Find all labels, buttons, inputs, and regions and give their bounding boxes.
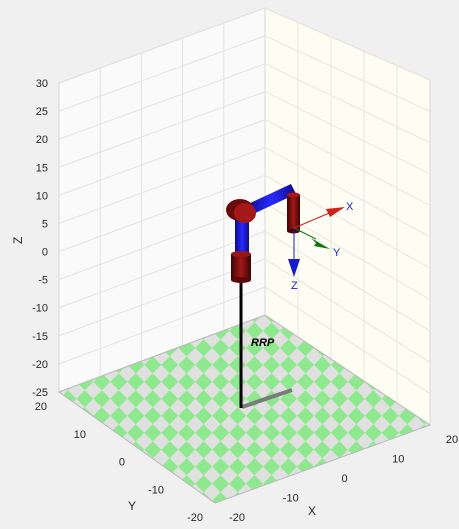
x-tick-label: 0 — [341, 473, 347, 485]
z-tick-label: -15 — [32, 331, 48, 343]
z-tick-label: 15 — [36, 162, 48, 174]
link-2-horizontal — [246, 184, 296, 215]
z-tick-label: -5 — [38, 275, 48, 287]
x-axis-label: X — [308, 504, 316, 518]
x-tick-label: -10 — [283, 493, 299, 505]
z-tick-label: 25 — [36, 106, 48, 118]
joint-cylinder-lower — [231, 251, 251, 283]
y-tick-label: -10 — [148, 484, 164, 496]
robot-arm-model[interactable]: RRP — [226, 184, 300, 408]
base-shadow — [241, 388, 293, 409]
frame-x-label: X — [346, 201, 354, 213]
x-tick-label: 10 — [392, 454, 404, 466]
z-tick-label: -25 — [32, 387, 48, 399]
z-tick-label: 30 — [36, 78, 48, 90]
z-tick-label: -10 — [32, 303, 48, 315]
y-axis-label: Y — [128, 499, 136, 513]
z-tick-label: 20 — [36, 134, 48, 146]
frame-y-label: Y — [333, 247, 341, 259]
axes-box — [58, 7, 431, 426]
y-tick-label: 20 — [35, 401, 47, 413]
checkerboard-floor — [57, 314, 432, 504]
z-axis-label: Z — [11, 237, 25, 244]
y-axis: 20 10 0 -10 -20 — [35, 401, 203, 524]
x-tick-label: 20 — [446, 434, 458, 446]
frame-y-arrowhead — [311, 238, 330, 249]
z-tick-label: -20 — [32, 359, 48, 371]
frame-z-label: Z — [291, 280, 298, 292]
y-tick-label: 10 — [74, 429, 86, 441]
z-tick-label: 5 — [42, 218, 48, 230]
y-tick-label: -20 — [187, 512, 203, 524]
y-tick-label: 0 — [119, 457, 125, 469]
frame-x-arrowhead — [326, 207, 345, 217]
x-tick-label: -20 — [229, 512, 245, 524]
z-tick-label: 0 — [42, 247, 48, 259]
joint-cylinder-shoulder — [226, 199, 256, 223]
robot-name-label: RRP — [251, 337, 275, 349]
frame-x-axis — [293, 210, 335, 229]
coordinate-frame-triad: X Y Z — [288, 201, 354, 292]
x-axis: -20 -10 0 10 20 — [229, 434, 458, 524]
z-axis: 30 25 20 15 10 5 0 -5 -10 -15 -20 -25 — [32, 78, 48, 399]
joint-cylinder-elbow — [287, 192, 300, 234]
frame-y-axis — [293, 227, 317, 240]
z-tick-label: 10 — [36, 190, 48, 202]
frame-z-arrowhead — [288, 259, 300, 277]
